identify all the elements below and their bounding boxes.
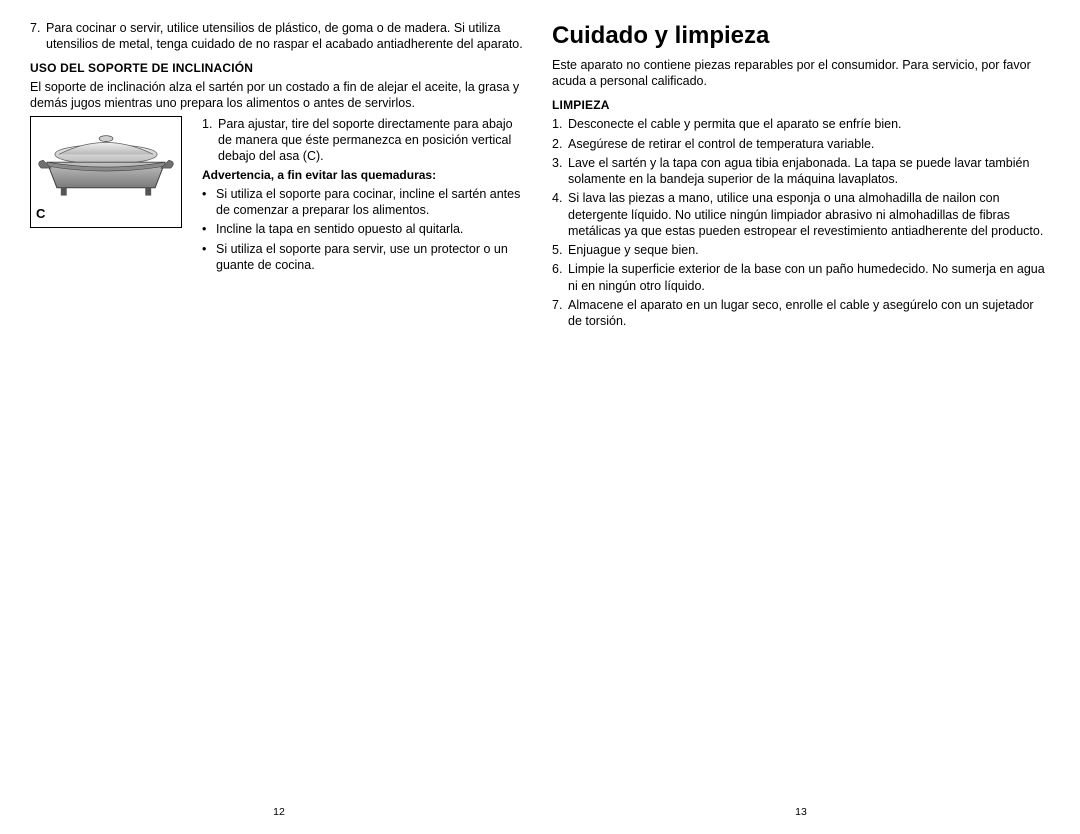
warning-bullet: • Si utiliza el soporte para cocinar, in… bbox=[202, 186, 528, 219]
list-text: Si lava las piezas a mano, utilice una e… bbox=[568, 190, 1050, 239]
list-text: Asegúrese de retirar el control de tempe… bbox=[568, 136, 1050, 152]
figure-text-column: 1. Para ajustar, tire del soporte direct… bbox=[202, 116, 528, 277]
list-number: 6. bbox=[552, 261, 568, 294]
warning-heading: Advertencia, a fin evitar las quemaduras… bbox=[202, 168, 528, 184]
list-number: 7. bbox=[552, 297, 568, 330]
clean-step-4: 4. Si lava las piezas a mano, utilice un… bbox=[552, 190, 1050, 239]
bullet-marker: • bbox=[202, 186, 216, 219]
clean-step-1: 1. Desconecte el cable y permita que el … bbox=[552, 116, 1050, 132]
bullet-marker: • bbox=[202, 241, 216, 274]
list-text: Para cocinar o servir, utilice utensilio… bbox=[46, 20, 528, 53]
page-number-left: 12 bbox=[18, 806, 540, 820]
list-text: Para ajustar, tire del soporte directame… bbox=[218, 116, 528, 165]
clean-step-7: 7. Almacene el aparato en un lugar seco,… bbox=[552, 297, 1050, 330]
list-number: 2. bbox=[552, 136, 568, 152]
paragraph-tilt-intro: El soporte de inclinación alza el sartén… bbox=[30, 79, 528, 112]
list-text: Lave el sartén y la tapa con agua tibia … bbox=[568, 155, 1050, 188]
list-number: 7. bbox=[30, 20, 46, 53]
list-number: 1. bbox=[552, 116, 568, 132]
paragraph-intro: Este aparato no contiene piezas reparabl… bbox=[552, 57, 1050, 90]
bullet-text: Incline la tapa en sentido opuesto al qu… bbox=[216, 221, 528, 237]
clean-step-6: 6. Limpie la superficie exterior de la b… bbox=[552, 261, 1050, 294]
bullet-text: Si utiliza el soporte para servir, use u… bbox=[216, 241, 528, 274]
list-number: 5. bbox=[552, 242, 568, 258]
skillet-icon bbox=[31, 117, 181, 227]
warning-bullet: • Si utiliza el soporte para servir, use… bbox=[202, 241, 528, 274]
list-number: 1. bbox=[202, 116, 218, 165]
clean-step-5: 5. Enjuague y seque bien. bbox=[552, 242, 1050, 258]
list-text: Desconecte el cable y permita que el apa… bbox=[568, 116, 1050, 132]
list-text: Enjuague y seque bien. bbox=[568, 242, 1050, 258]
page-number-right: 13 bbox=[540, 806, 1062, 820]
figure-label: C bbox=[36, 206, 45, 223]
figure-row: C 1. Para ajustar, tire del soporte dire… bbox=[30, 116, 528, 277]
page-title: Cuidado y limpieza bbox=[552, 20, 1050, 51]
figure-step-1: 1. Para ajustar, tire del soporte direct… bbox=[202, 116, 528, 165]
list-number: 4. bbox=[552, 190, 568, 239]
heading-tilt-support: USO DEL SOPORTE DE INCLINACIÓN bbox=[30, 61, 528, 77]
bullet-marker: • bbox=[202, 221, 216, 237]
heading-cleaning: LIMPIEZA bbox=[552, 98, 1050, 114]
warning-bullet: • Incline la tapa en sentido opuesto al … bbox=[202, 221, 528, 237]
clean-step-2: 2. Asegúrese de retirar el control de te… bbox=[552, 136, 1050, 152]
page-right: Cuidado y limpieza Este aparato no conti… bbox=[540, 20, 1062, 820]
bullet-text: Si utiliza el soporte para cocinar, incl… bbox=[216, 186, 528, 219]
figure-c: C bbox=[30, 116, 182, 228]
page-left: 7. Para cocinar o servir, utilice utensi… bbox=[18, 20, 540, 820]
clean-step-3: 3. Lave el sartén y la tapa con agua tib… bbox=[552, 155, 1050, 188]
list-text: Almacene el aparato en un lugar seco, en… bbox=[568, 297, 1050, 330]
list-number: 3. bbox=[552, 155, 568, 188]
list-text: Limpie la superficie exterior de la base… bbox=[568, 261, 1050, 294]
list-item-7: 7. Para cocinar o servir, utilice utensi… bbox=[30, 20, 528, 53]
